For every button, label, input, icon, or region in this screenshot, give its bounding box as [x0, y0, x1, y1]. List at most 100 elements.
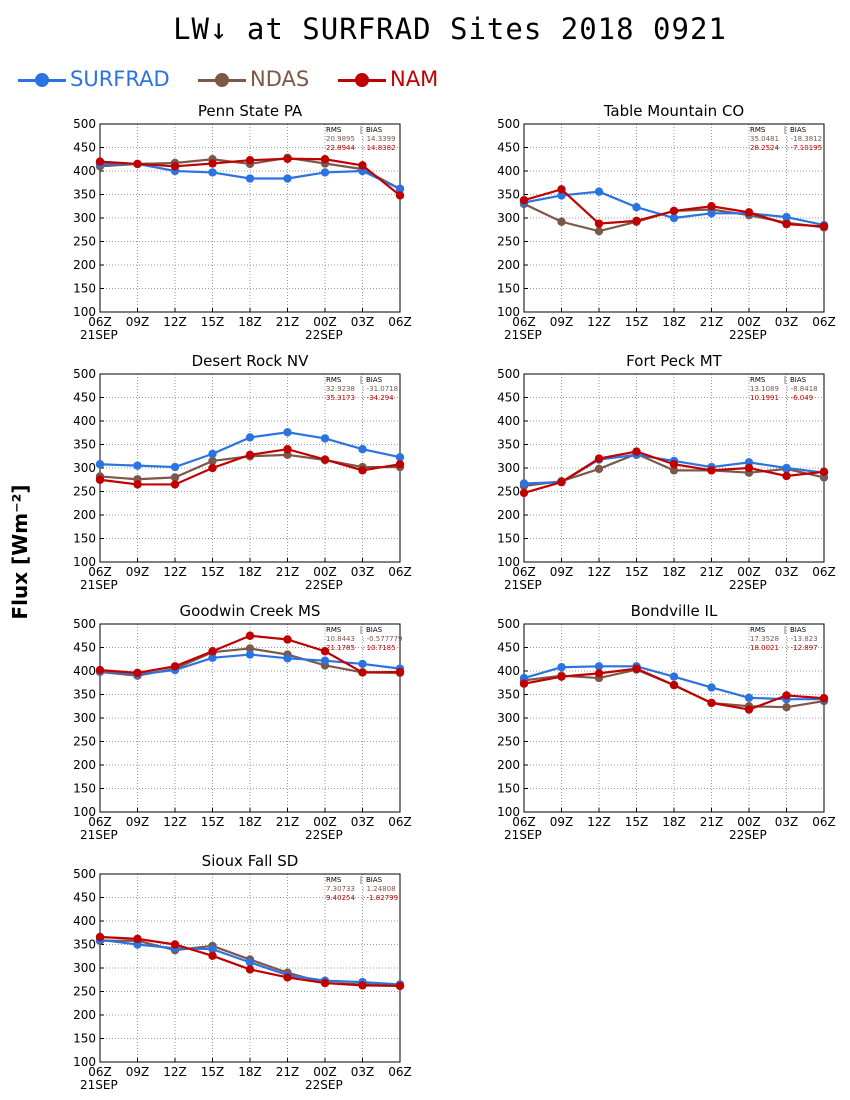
y-tick-label: 300 — [73, 711, 96, 725]
x-tick-label: 15Z — [625, 315, 649, 329]
point-nam — [170, 940, 180, 949]
date-label: 21SEP — [504, 578, 542, 592]
stats-nam-bias: : 14.8382 — [362, 144, 396, 152]
point-nam — [358, 466, 367, 475]
point-nam — [669, 680, 679, 690]
y-tick-label: 200 — [73, 258, 96, 272]
stats-ndas-bias: : -0.577779 — [362, 635, 403, 643]
date-label: 22SEP — [305, 828, 343, 842]
point-surfrad — [245, 433, 255, 442]
point-nam — [245, 155, 255, 165]
y-tick-label: 100 — [73, 305, 96, 319]
stats-nam-rms: 21.1785 — [326, 644, 355, 652]
x-tick-label: 00Z — [737, 815, 761, 829]
stats-nam-rms: 22.8944 — [326, 144, 355, 152]
y-tick-label: 150 — [73, 282, 96, 296]
y-tick-label: 350 — [73, 938, 96, 952]
point-ndas — [782, 702, 791, 712]
stats-nam-bias: : -6.049 — [786, 394, 813, 402]
y-tick-label: 500 — [73, 367, 96, 381]
x-tick-label: 09Z — [126, 815, 150, 829]
date-label: 21SEP — [80, 328, 118, 342]
x-tick-label: 21Z — [700, 565, 724, 579]
stats-ndas-bias: : 14.3399 — [362, 135, 396, 143]
y-tick-label: 150 — [497, 782, 520, 796]
point-nam — [707, 202, 716, 211]
point-surfrad — [707, 683, 716, 692]
point-nam — [95, 157, 105, 166]
point-surfrad — [320, 168, 330, 177]
x-tick-label: 06Z — [812, 565, 836, 579]
x-tick-label: 18Z — [662, 315, 686, 329]
point-surfrad — [208, 449, 217, 459]
point-nam — [245, 450, 255, 460]
point-surfrad — [395, 184, 405, 194]
y-tick-label: 250 — [73, 235, 96, 249]
point-nam — [395, 981, 405, 991]
point-nam — [782, 219, 791, 229]
x-tick-label: 15Z — [625, 815, 649, 829]
y-tick-label: 350 — [497, 688, 520, 702]
stats-ndas-bias: : -13.823 — [786, 635, 818, 643]
point-surfrad — [208, 945, 217, 954]
y-tick-label: 500 — [497, 117, 520, 131]
point-surfrad — [557, 191, 566, 200]
point-surfrad — [283, 428, 292, 437]
y-tick-label: 350 — [73, 188, 96, 202]
x-tick-label: 00Z — [313, 565, 337, 579]
point-nam — [782, 471, 791, 481]
point-surfrad — [707, 209, 716, 218]
point-nam — [557, 185, 566, 194]
x-tick-label: 06Z — [388, 815, 412, 829]
x-tick-label: 06Z — [512, 565, 536, 579]
y-tick-label: 350 — [73, 688, 96, 702]
y-tick-label: 300 — [73, 461, 96, 475]
x-tick-label: 15Z — [201, 1065, 225, 1079]
point-nam — [358, 161, 367, 170]
x-tick-label: 12Z — [587, 315, 611, 329]
point-nam — [557, 477, 566, 487]
point-surfrad — [519, 479, 529, 488]
point-surfrad — [320, 434, 330, 443]
x-tick-label: 15Z — [201, 565, 225, 579]
point-nam — [395, 460, 405, 469]
x-tick-label: 18Z — [238, 565, 262, 579]
point-nam — [245, 965, 255, 974]
y-tick-label: 200 — [73, 1008, 96, 1022]
stats-ndas-rms: 7.30733 — [326, 885, 355, 893]
y-tick-label: 300 — [497, 461, 520, 475]
point-surfrad — [782, 463, 791, 473]
y-tick-label: 400 — [73, 914, 96, 928]
x-tick-label: 09Z — [550, 815, 574, 829]
stats-header-bias: BIAS — [366, 626, 383, 634]
stats-nam-bias: : 10.7185 — [362, 644, 396, 652]
x-tick-label: 06Z — [88, 1065, 112, 1079]
point-nam — [133, 480, 142, 489]
date-label: 22SEP — [305, 1078, 343, 1092]
point-nam — [594, 669, 604, 678]
point-nam — [519, 679, 529, 688]
point-nam — [133, 668, 142, 678]
y-tick-label: 200 — [497, 258, 520, 272]
x-tick-label: 21Z — [700, 815, 724, 829]
point-surfrad — [133, 461, 142, 470]
legend-label-surfrad: SURFRAD — [70, 67, 170, 91]
point-nam — [632, 664, 641, 673]
chart-title: Table Mountain CO — [603, 102, 745, 120]
point-surfrad — [594, 662, 604, 671]
point-surfrad — [358, 659, 367, 669]
y-tick-label: 450 — [73, 641, 96, 655]
point-nam — [744, 705, 754, 714]
x-tick-label: 00Z — [313, 815, 337, 829]
y-tick-label: 250 — [73, 735, 96, 749]
point-nam — [320, 155, 330, 164]
chart-title: Penn State PA — [198, 102, 303, 120]
point-nam — [669, 460, 679, 469]
point-nam — [707, 698, 716, 708]
point-nam — [669, 206, 679, 216]
point-nam — [819, 467, 829, 476]
legend-marker-nam — [355, 73, 369, 87]
point-surfrad — [245, 650, 255, 659]
y-tick-label: 350 — [497, 438, 520, 452]
x-tick-label: 12Z — [163, 815, 187, 829]
